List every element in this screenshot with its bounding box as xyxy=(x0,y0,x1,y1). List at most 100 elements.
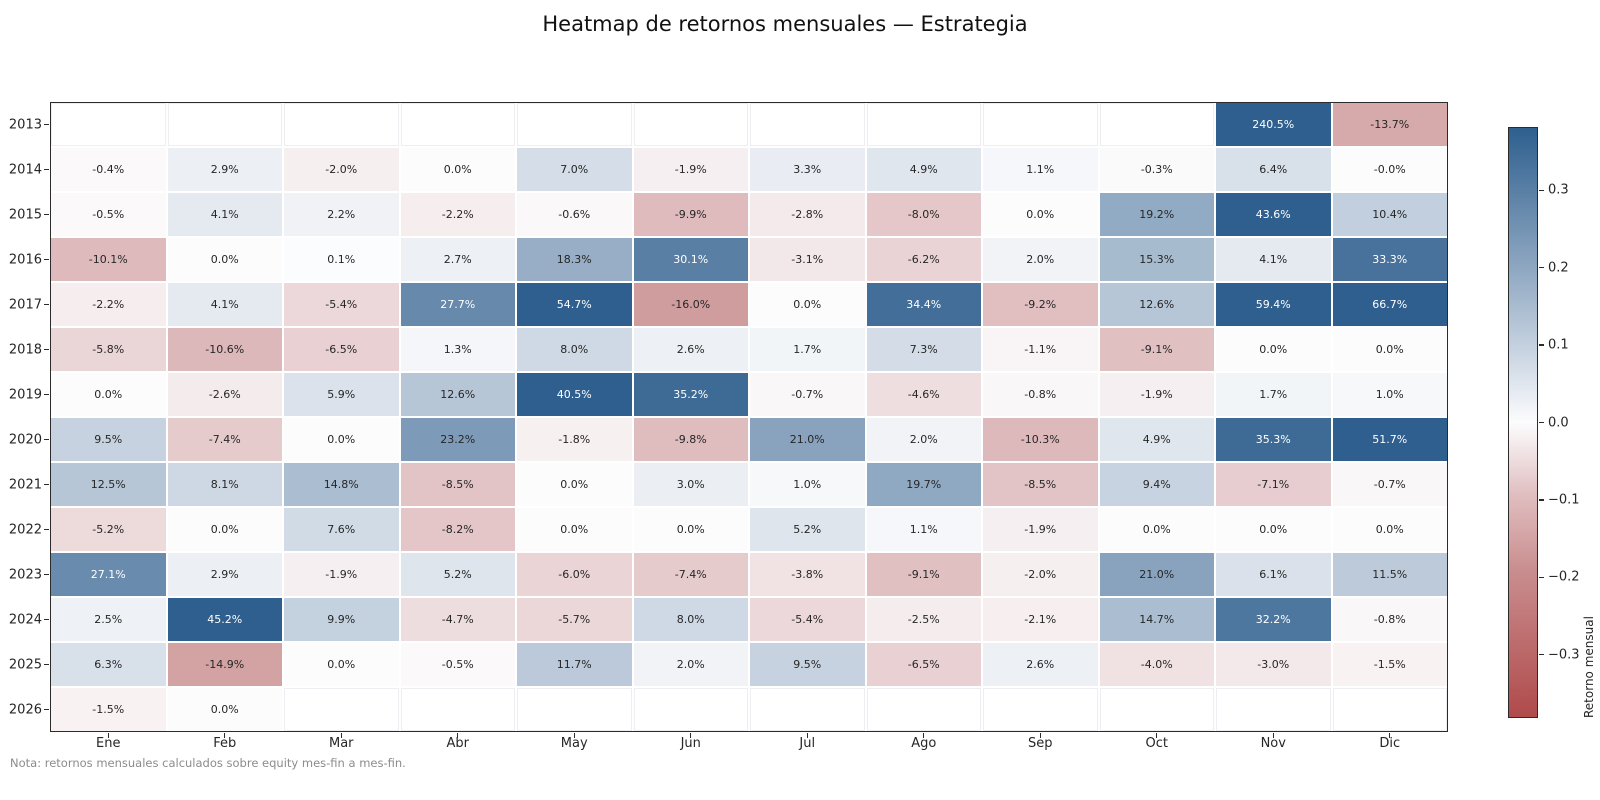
heatmap-cell xyxy=(517,103,632,146)
colorbar-tick-label: −0.1 xyxy=(1548,492,1580,508)
cell-value: 40.5% xyxy=(556,388,592,401)
heatmap-cell: -2.2% xyxy=(400,193,515,236)
heatmap-cell xyxy=(983,688,1098,731)
cell-value: 2.7% xyxy=(443,253,472,266)
cell-value: 8.0% xyxy=(560,343,589,356)
cell-value: 66.7% xyxy=(1372,298,1408,311)
heatmap-cell xyxy=(633,688,748,731)
heatmap-cell: 1.1% xyxy=(983,148,1098,191)
cell-value: 0.0% xyxy=(1259,523,1288,536)
heatmap-cell: -0.3% xyxy=(1099,148,1214,191)
cell-value: 7.6% xyxy=(327,523,356,536)
cell-value: 14.8% xyxy=(323,478,359,491)
heatmap-cell: -2.0% xyxy=(983,553,1098,596)
cell-value: 12.6% xyxy=(440,388,476,401)
cell-value: 0.0% xyxy=(327,658,356,671)
heatmap-plot: 240.5% -13.7% -0.4% 2.9% -2.0% 0.0% 7.0% -1.9% 3… xyxy=(50,102,1448,732)
heatmap-cell: -0.0% xyxy=(1332,148,1447,191)
heatmap-cell: 21.0% xyxy=(750,418,865,461)
heatmap-cell: 0.0% xyxy=(400,148,515,191)
heatmap-cell: 3.0% xyxy=(633,463,748,506)
colorbar-tick-mark xyxy=(1539,344,1544,346)
heatmap-cell: 9.5% xyxy=(750,643,865,686)
cell-value: -9.1% xyxy=(907,568,940,581)
heatmap-cell: 8.1% xyxy=(167,463,282,506)
x-tick-label: Jun xyxy=(680,736,701,751)
heatmap-cell: 4.1% xyxy=(167,283,282,326)
x-tick-label: Abr xyxy=(446,736,470,751)
colorbar-tick-mark xyxy=(1539,189,1544,192)
cell-value: 0.0% xyxy=(1375,523,1404,536)
y-tick-label: 2023 xyxy=(8,567,42,582)
cell-value: -1.8% xyxy=(558,433,591,446)
heatmap-cell: 5.2% xyxy=(400,553,515,596)
heatmap-cell: 11.7% xyxy=(517,643,632,686)
cell-value: 2.0% xyxy=(1026,253,1055,266)
heatmap-cell: -13.7% xyxy=(1332,103,1447,146)
heatmap-cell: 14.8% xyxy=(284,463,399,506)
heatmap-cell: 40.5% xyxy=(517,373,632,416)
heatmap-cell: -8.5% xyxy=(983,463,1098,506)
heatmap-cell xyxy=(400,688,515,731)
cell-value: -2.5% xyxy=(907,613,940,626)
x-tick-label: Feb xyxy=(213,736,237,751)
heatmap-cell xyxy=(750,688,865,731)
heatmap-cell: -10.1% xyxy=(51,238,166,281)
heatmap-cell: 0.0% xyxy=(1216,508,1331,551)
x-tick-label: Ene xyxy=(96,736,121,751)
cell-value: -0.8% xyxy=(1373,613,1406,626)
cell-value: -2.0% xyxy=(325,163,358,176)
cell-value: 11.7% xyxy=(556,658,592,671)
heatmap-cell: 2.2% xyxy=(284,193,399,236)
cell-value: -4.6% xyxy=(907,388,940,401)
heatmap-cell: 10.4% xyxy=(1332,193,1447,236)
heatmap-cell: -10.3% xyxy=(983,418,1098,461)
cell-value: 18.3% xyxy=(556,253,592,266)
heatmap-cell: 19.2% xyxy=(1099,193,1214,236)
heatmap-cell: 34.4% xyxy=(866,283,981,326)
cell-value: 19.2% xyxy=(1139,208,1175,221)
heatmap-cell xyxy=(167,103,282,146)
heatmap-cell: -3.0% xyxy=(1216,643,1331,686)
heatmap-cell: 9.9% xyxy=(284,598,399,641)
cell-value: -0.6% xyxy=(558,208,591,221)
cell-value: 12.5% xyxy=(90,478,126,491)
y-tick-mark xyxy=(44,393,49,396)
heatmap-cell: -5.8% xyxy=(51,328,166,371)
cell-value: 0.0% xyxy=(327,433,356,446)
heatmap-cell: -16.0% xyxy=(633,283,748,326)
heatmap-cell: 14.7% xyxy=(1099,598,1214,641)
cell-value: 59.4% xyxy=(1255,298,1291,311)
heatmap-cell: -3.1% xyxy=(750,238,865,281)
cell-value: -6.5% xyxy=(325,343,358,356)
heatmap-cell: 3.3% xyxy=(750,148,865,191)
heatmap-cell: -9.1% xyxy=(1099,328,1214,371)
heatmap-cell: 4.9% xyxy=(866,148,981,191)
heatmap-cell: 59.4% xyxy=(1216,283,1331,326)
y-tick-label: 2021 xyxy=(8,477,42,492)
cell-value: -7.1% xyxy=(1257,478,1290,491)
cell-value: 19.7% xyxy=(906,478,942,491)
heatmap-cell: 2.0% xyxy=(866,418,981,461)
heatmap-cell: 0.0% xyxy=(517,508,632,551)
y-tick-mark xyxy=(44,258,49,261)
cell-value: 3.3% xyxy=(793,163,822,176)
heatmap-cell: 18.3% xyxy=(517,238,632,281)
heatmap-cell: 4.9% xyxy=(1099,418,1214,461)
cell-value: 12.6% xyxy=(1139,298,1175,311)
y-tick-label: 2026 xyxy=(8,702,42,717)
cell-value: 2.9% xyxy=(210,568,239,581)
heatmap-cell: 12.6% xyxy=(1099,283,1214,326)
heatmap-cell: 2.6% xyxy=(983,643,1098,686)
x-tick-label: Ago xyxy=(911,736,937,751)
y-tick-mark xyxy=(44,438,49,441)
heatmap-cell: 0.0% xyxy=(167,688,282,731)
cell-value: 0.0% xyxy=(793,298,822,311)
heatmap-cell xyxy=(284,103,399,146)
colorbar-tick-mark xyxy=(1539,421,1544,424)
heatmap-cell: -0.5% xyxy=(400,643,515,686)
cell-value: -1.9% xyxy=(1140,388,1173,401)
cell-value: 5.2% xyxy=(793,523,822,536)
cell-value: -16.0% xyxy=(671,298,711,311)
chart-title: Heatmap de retornos mensuales — Estrateg… xyxy=(542,12,1028,36)
